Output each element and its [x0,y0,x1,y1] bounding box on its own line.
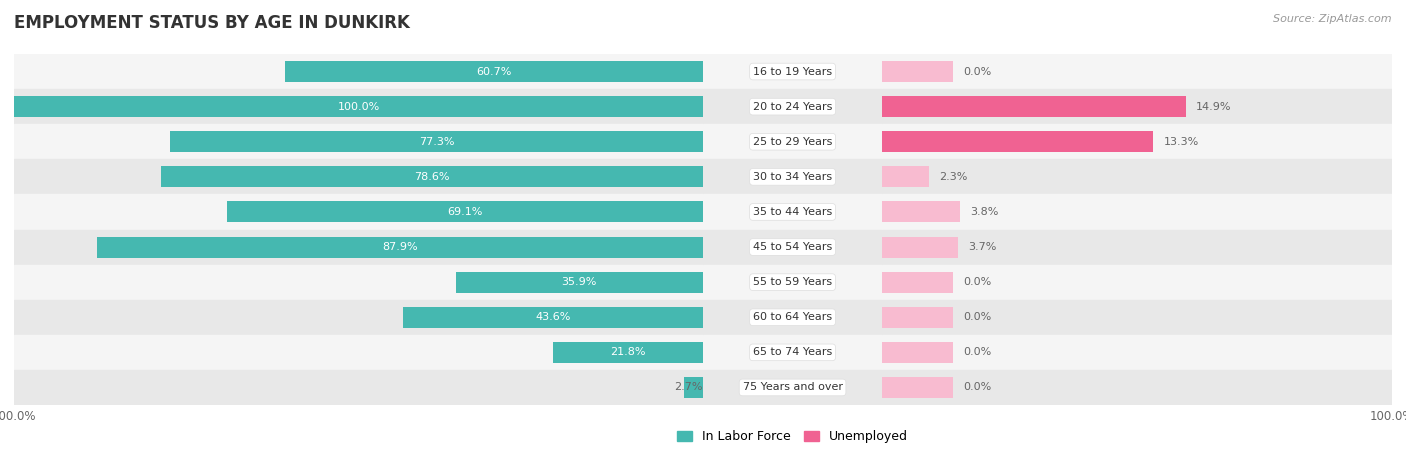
Bar [703,265,882,300]
Bar [882,96,1187,117]
Text: 0.0%: 0.0% [963,382,993,392]
Text: 14.9%: 14.9% [1197,102,1232,112]
Bar [882,265,1392,300]
Bar [703,124,882,159]
Text: EMPLOYMENT STATUS BY AGE IN DUNKIRK: EMPLOYMENT STATUS BY AGE IN DUNKIRK [14,14,411,32]
Bar [703,230,882,265]
Bar [14,265,703,300]
Bar [14,300,703,335]
Bar [882,300,1392,335]
Bar [882,159,1392,194]
Bar [14,370,703,405]
Text: 77.3%: 77.3% [419,137,454,147]
Text: 60 to 64 Years: 60 to 64 Years [754,312,832,322]
Bar [882,124,1392,159]
Bar [14,194,703,230]
Bar [14,124,703,159]
Text: 0.0%: 0.0% [963,312,993,322]
Bar [703,194,882,230]
Text: 0.0%: 0.0% [963,347,993,357]
Bar [402,307,703,328]
Bar [882,377,953,398]
Bar [14,54,703,89]
Text: 75 Years and over: 75 Years and over [742,382,842,392]
Text: 35.9%: 35.9% [561,277,598,287]
Bar [703,335,882,370]
Text: 21.8%: 21.8% [610,347,645,357]
Bar [456,272,703,292]
Text: 16 to 19 Years: 16 to 19 Years [754,67,832,76]
Bar [882,194,1392,230]
Text: 30 to 34 Years: 30 to 34 Years [754,172,832,182]
Text: 69.1%: 69.1% [447,207,482,217]
Text: 0.0%: 0.0% [963,67,993,76]
Bar [14,89,703,124]
Text: 2.3%: 2.3% [939,172,967,182]
Bar [162,166,703,187]
Bar [553,342,703,363]
Text: 78.6%: 78.6% [415,172,450,182]
Bar [882,272,953,292]
Text: 35 to 44 Years: 35 to 44 Years [754,207,832,217]
Text: 13.3%: 13.3% [1164,137,1199,147]
Text: 65 to 74 Years: 65 to 74 Years [754,347,832,357]
Bar [14,335,703,370]
Bar [285,61,703,82]
Bar [882,370,1392,405]
Text: 0.0%: 0.0% [963,277,993,287]
Text: 100.0%: 100.0% [337,102,380,112]
Bar [882,335,1392,370]
Bar [703,159,882,194]
Text: 55 to 59 Years: 55 to 59 Years [754,277,832,287]
Bar [882,61,953,82]
Bar [882,237,957,257]
Bar [882,230,1392,265]
Bar [882,89,1392,124]
Bar [882,166,929,187]
Text: 3.7%: 3.7% [967,242,995,252]
Bar [685,377,703,398]
Bar [703,300,882,335]
Text: 2.7%: 2.7% [673,382,703,392]
Text: 45 to 54 Years: 45 to 54 Years [754,242,832,252]
Text: 25 to 29 Years: 25 to 29 Years [752,137,832,147]
Bar [14,159,703,194]
Bar [14,96,703,117]
Bar [226,202,703,222]
Bar [882,131,1153,152]
Text: 87.9%: 87.9% [382,242,418,252]
Bar [882,202,960,222]
Text: 43.6%: 43.6% [536,312,571,322]
Bar [170,131,703,152]
Legend: In Labor Force, Unemployed: In Labor Force, Unemployed [672,425,912,448]
Bar [97,237,703,257]
Bar [882,342,953,363]
Text: 60.7%: 60.7% [477,67,512,76]
Bar [882,307,953,328]
Bar [882,54,1392,89]
Bar [703,370,882,405]
Bar [14,230,703,265]
Text: 20 to 24 Years: 20 to 24 Years [752,102,832,112]
Text: Source: ZipAtlas.com: Source: ZipAtlas.com [1274,14,1392,23]
Bar [703,54,882,89]
Text: 3.8%: 3.8% [970,207,998,217]
Bar [703,89,882,124]
